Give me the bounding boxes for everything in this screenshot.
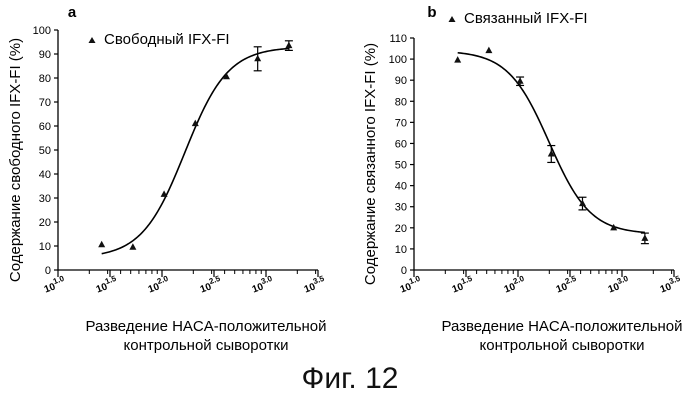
x-axis-title-line2: контрольной сыворотки: [480, 337, 645, 354]
y-tick-label: 110: [389, 33, 407, 45]
y-tick-label: 100: [389, 54, 407, 66]
legend: Связанный IFX-FI: [449, 10, 588, 27]
data-point: [98, 241, 105, 248]
fit-curve: [458, 53, 645, 233]
x-axis-title-line1: Разведение HACA-положительной: [85, 318, 326, 335]
y-tick-label: 70: [39, 97, 51, 109]
y-tick-label: 90: [395, 75, 407, 87]
chart-panel-b: 0 10 20 30 40 50 60 70 80 90 100 110 101.0 101.5 102.0…: [362, 4, 684, 354]
y-axis-title: Содержание свободного IFX-FI (%): [7, 38, 24, 282]
x-tick-label: 103.5: [301, 274, 328, 296]
x-tick-label: 101.5: [93, 274, 120, 296]
y-tick-label: 90: [39, 49, 51, 61]
y-tick-label: 20: [39, 217, 51, 229]
y-axis-title: Содержание связанного IFX-FI (%): [362, 43, 379, 285]
y-tick-label: 80: [395, 96, 407, 108]
y-tick-label: 80: [39, 73, 51, 85]
data-point: [254, 47, 262, 71]
point-marker-triangle-icon: [254, 55, 261, 62]
point-marker-triangle-icon: [285, 42, 292, 49]
x-tick-label: 103.5: [657, 274, 684, 296]
y-tick-label: 100: [33, 25, 51, 37]
y-tick-label: 60: [39, 121, 51, 133]
y-tick-label: 0: [401, 265, 407, 277]
y-tick-label: 10: [39, 241, 51, 253]
x-tick-label: 102.0: [145, 274, 172, 296]
y-tick-label: 40: [39, 169, 51, 181]
data-point: [129, 243, 136, 250]
x-tick-label: 101.0: [41, 274, 68, 296]
point-marker-triangle-icon: [454, 56, 461, 63]
x-tick-label: 101.0: [397, 274, 424, 296]
fit-curve: [102, 48, 289, 253]
x-tick-label: 103.0: [605, 274, 632, 296]
y-tick-label: 20: [395, 223, 407, 235]
data-point: [641, 233, 649, 244]
x-tick-label: 101.5: [449, 274, 476, 296]
legend-marker-triangle-icon: [449, 16, 456, 22]
panel-letter: b: [427, 4, 436, 21]
y-tick-label: 50: [395, 160, 407, 172]
x-tick-label: 103.0: [249, 274, 276, 296]
data-point: [485, 47, 492, 54]
y-tick-label: 70: [395, 117, 407, 129]
legend-marker-triangle-icon: [89, 37, 96, 43]
point-marker-triangle-icon: [641, 234, 648, 241]
y-tick-label: 30: [39, 193, 51, 205]
x-axis-title-line2: контрольной сыворотки: [124, 337, 289, 354]
figure-caption-text: Фиг. 12: [302, 362, 399, 395]
y-tick-label: 40: [395, 181, 407, 193]
panel-letter: a: [68, 4, 77, 21]
x-tick-label: 102.5: [197, 274, 224, 296]
point-marker-triangle-icon: [517, 77, 524, 84]
y-tick-label: 60: [395, 138, 407, 150]
x-tick-label: 102.5: [553, 274, 580, 296]
point-marker-triangle-icon: [129, 243, 136, 250]
figure-caption: Фиг. 12: [0, 362, 700, 396]
data-point: [454, 56, 461, 63]
point-marker-triangle-icon: [485, 47, 492, 54]
chart-panel-a: 0 10 20 30 40 50 60 70 80 90 100 101.0 101.5 102.0 102…: [7, 4, 328, 354]
point-marker-triangle-icon: [98, 241, 105, 248]
legend-label: Свободный IFX-FI: [104, 31, 230, 48]
y-tick-label: 0: [45, 265, 51, 277]
y-tick-label: 50: [39, 145, 51, 157]
legend: Свободный IFX-FI: [89, 31, 230, 48]
x-axis-title-line1: Разведение HACA-положительной: [441, 318, 682, 335]
y-tick-label: 30: [395, 202, 407, 214]
x-tick-label: 102.0: [501, 274, 528, 296]
y-tick-label: 10: [395, 244, 407, 256]
legend-label: Связанный IFX-FI: [464, 10, 588, 27]
data-point: [516, 77, 524, 85]
